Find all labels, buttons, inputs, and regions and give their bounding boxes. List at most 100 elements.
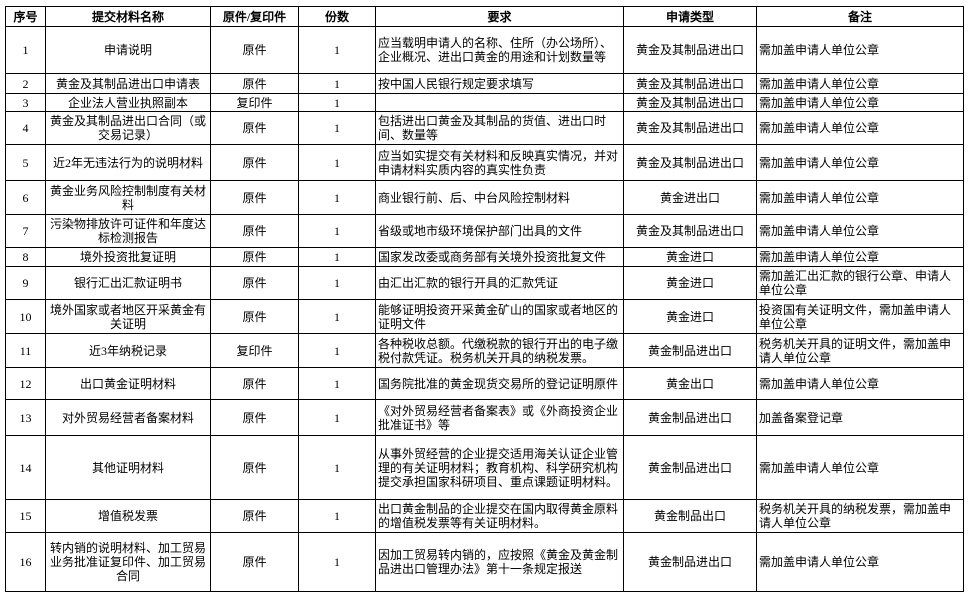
table-cell: 1: [298, 180, 376, 215]
table-cell: 黄金进口: [623, 247, 757, 267]
table-cell: 其他证明材料: [45, 435, 211, 500]
table-cell: 原件: [210, 399, 299, 436]
table-cell: 2: [5, 73, 46, 94]
table-cell: 《对外贸易经营者备案表》或《外商投资企业批准证书》等: [375, 399, 624, 436]
table-cell: 原件: [210, 214, 299, 248]
table-cell: 黄金进出口: [623, 180, 757, 215]
table-cell: 黄金及其制品进出口: [623, 93, 757, 112]
table-cell: 1: [298, 73, 376, 94]
table-cell: 3: [5, 93, 46, 112]
table-cell: 黄金进口: [623, 299, 757, 334]
table-cell: 近2年无违法行为的说明材料: [45, 144, 211, 181]
table-cell: 黄金制品进出口: [623, 532, 757, 592]
table-cell: 需加盖申请人单位公章: [756, 435, 964, 500]
table-cell: 应当载明申请人的名称、住所（办公场所）、企业概况、进出口黄金的用途和计划数量等: [375, 26, 624, 74]
table-cell: 黄金业务风险控制制度有关材料: [45, 180, 211, 215]
table-cell: 国家发改委或商务部有关境外投资批复文件: [375, 247, 624, 267]
table-cell: 1: [298, 247, 376, 267]
table-row: 13 对外贸易经营者备案材料 原件 1 《对外贸易经营者备案表》或《外商投资企业批准证书…: [5, 399, 964, 436]
table-cell: 1: [298, 214, 376, 248]
table-cell: 按中国人民银行规定要求填写: [375, 73, 624, 94]
table-cell: 出口黄金证明材料: [45, 367, 211, 400]
table-cell: 企业法人营业执照副本: [45, 93, 211, 112]
table-cell: 黄金制品进出口: [623, 435, 757, 500]
table-cell: 黄金及其制品进出口: [623, 214, 757, 248]
table-cell: 6: [5, 180, 46, 215]
table-cell: 原件: [210, 247, 299, 267]
table-cell: 原件: [210, 499, 299, 533]
table-head: 序号 提交材料名称 原件/复印件 份数 要求 申请类型 备注: [5, 6, 964, 27]
header-row: 序号 提交材料名称 原件/复印件 份数 要求 申请类型 备注: [5, 6, 964, 27]
table-cell: 增值税发票: [45, 499, 211, 533]
column-header: 序号: [5, 6, 46, 27]
table-cell: 1: [298, 93, 376, 112]
table-cell: 需加盖申请人单位公章: [756, 180, 964, 215]
table-row: 15 增值税发票 原件 1 出口黄金制品的企业提交在国内取得黄金原料的增值税发票等有关证…: [5, 499, 964, 533]
table-cell: 能够证明投资开采黄金矿山的国家或者地区的证明文件: [375, 299, 624, 334]
table-cell: 1: [298, 333, 376, 368]
table-cell: 需加盖汇出汇款的银行公章、申请人单位公章: [756, 266, 964, 300]
table-cell: 原件: [210, 367, 299, 400]
table-cell: 因加工贸易转内销的，应按照《黄金及黄金制品进出口管理办法》第十一条规定报送: [375, 532, 624, 592]
table-cell: 税务机关开具的纳税发票，需加盖申请人单位公章: [756, 499, 964, 533]
table-cell: 黄金及其制品进出口: [623, 73, 757, 94]
table-cell: 需加盖申请人单位公章: [756, 26, 964, 74]
table-cell: 1: [298, 266, 376, 300]
table-cell: 1: [298, 435, 376, 500]
table-cell: 12: [5, 367, 46, 400]
table-cell: 原件: [210, 532, 299, 592]
table-cell: 黄金及其制品进出口申请表: [45, 73, 211, 94]
table-cell: 近3年纳税记录: [45, 333, 211, 368]
table-cell: 原件: [210, 435, 299, 500]
table-cell: 11: [5, 333, 46, 368]
table-cell: 黄金及其制品进出口: [623, 26, 757, 74]
table-cell: 1: [298, 111, 376, 145]
table-cell: 由汇出汇款的银行开具的汇款凭证: [375, 266, 624, 300]
table-cell: 原件: [210, 299, 299, 334]
table-row: 16 转内销的说明材料、加工贸易业务批准证复印件、加工贸易合同 原件 1 因加工贸易转内…: [5, 532, 964, 592]
table-cell: 出口黄金制品的企业提交在国内取得黄金原料的增值税发票等有关证明材料。: [375, 499, 624, 533]
table-cell: 7: [5, 214, 46, 248]
table-row: 7 污染物排放许可证件和年度达标检测报告 原件 1 省级或地市级环境保护部门出具的文件黄…: [5, 214, 964, 248]
table-cell: 1: [5, 26, 46, 74]
materials-table: 序号 提交材料名称 原件/复印件 份数 要求 申请类型 备注 1 申请说明 原件 1 应当载明申请人…: [5, 6, 964, 592]
column-header: 备注: [756, 6, 964, 27]
table-cell: 需加盖申请人单位公章: [756, 93, 964, 112]
column-header: 份数: [298, 6, 376, 27]
table-row: 4 黄金及其制品进出口合同（或交易记录） 原件 1 包括进出口黄金及其制品的货值、进出口…: [5, 111, 964, 145]
table-cell: 1: [298, 399, 376, 436]
table-cell: 包括进出口黄金及其制品的货值、进出口时间、数量等: [375, 111, 624, 145]
column-header: 原件/复印件: [210, 6, 299, 27]
table-row: 8 境外投资批复证明 原件 1 国家发改委或商务部有关境外投资批复文件 黄金进口 需加盖申请…: [5, 247, 964, 267]
table-cell: 9: [5, 266, 46, 300]
table-row: 5 近2年无违法行为的说明材料 原件 1 应当如实提交有关材料和反映真实情况，并对申请材…: [5, 144, 964, 181]
table-cell: 复印件: [210, 93, 299, 112]
table-row: 12 出口黄金证明材料 原件 1 国务院批准的黄金现货交易所的登记证明原件 黄金出口 需加盖…: [5, 367, 964, 400]
table-cell: 1: [298, 26, 376, 74]
table-cell: 16: [5, 532, 46, 592]
table-row: 3 企业法人营业执照副本 复印件 1 黄金及其制品进出口 需加盖申请人单位公章: [5, 93, 964, 112]
table-cell: 各种税收总额。代缴税款的银行开出的电子缴税付款凭证。税务机关开具的纳税发票。: [375, 333, 624, 368]
table-row: 2 黄金及其制品进出口申请表 原件 1 按中国人民银行规定要求填写 黄金及其制品进出口 需加…: [5, 73, 964, 94]
table-cell: 需加盖申请人单位公章: [756, 532, 964, 592]
table-cell: 污染物排放许可证件和年度达标检测报告: [45, 214, 211, 248]
table-cell: 黄金制品进出口: [623, 399, 757, 436]
column-header: 申请类型: [623, 6, 757, 27]
table-cell: [375, 93, 624, 112]
table-cell: 省级或地市级环境保护部门出具的文件: [375, 214, 624, 248]
table-body: 1 申请说明 原件 1 应当载明申请人的名称、住所（办公场所）、企业概况、进出口黄金的用…: [5, 26, 964, 592]
table-cell: 转内销的说明材料、加工贸易业务批准证复印件、加工贸易合同: [45, 532, 211, 592]
column-header: 提交材料名称: [45, 6, 211, 27]
table-cell: 税务机关开具的证明文件，需加盖申请人单位公章: [756, 333, 964, 368]
table-cell: 银行汇出汇款证明书: [45, 266, 211, 300]
table-cell: 需加盖申请人单位公章: [756, 214, 964, 248]
table-row: 11 近3年纳税记录 复印件 1 各种税收总额。代缴税款的银行开出的电子缴税付款凭证。税…: [5, 333, 964, 368]
table-cell: 原件: [210, 144, 299, 181]
table-row: 1 申请说明 原件 1 应当载明申请人的名称、住所（办公场所）、企业概况、进出口黄金的用…: [5, 26, 964, 74]
table-cell: 15: [5, 499, 46, 533]
table-cell: 原件: [210, 111, 299, 145]
table-cell: 需加盖申请人单位公章: [756, 73, 964, 94]
table-cell: 国务院批准的黄金现货交易所的登记证明原件: [375, 367, 624, 400]
table-cell: 申请说明: [45, 26, 211, 74]
table-cell: 投资国有关证明文件，需加盖申请人单位公章: [756, 299, 964, 334]
